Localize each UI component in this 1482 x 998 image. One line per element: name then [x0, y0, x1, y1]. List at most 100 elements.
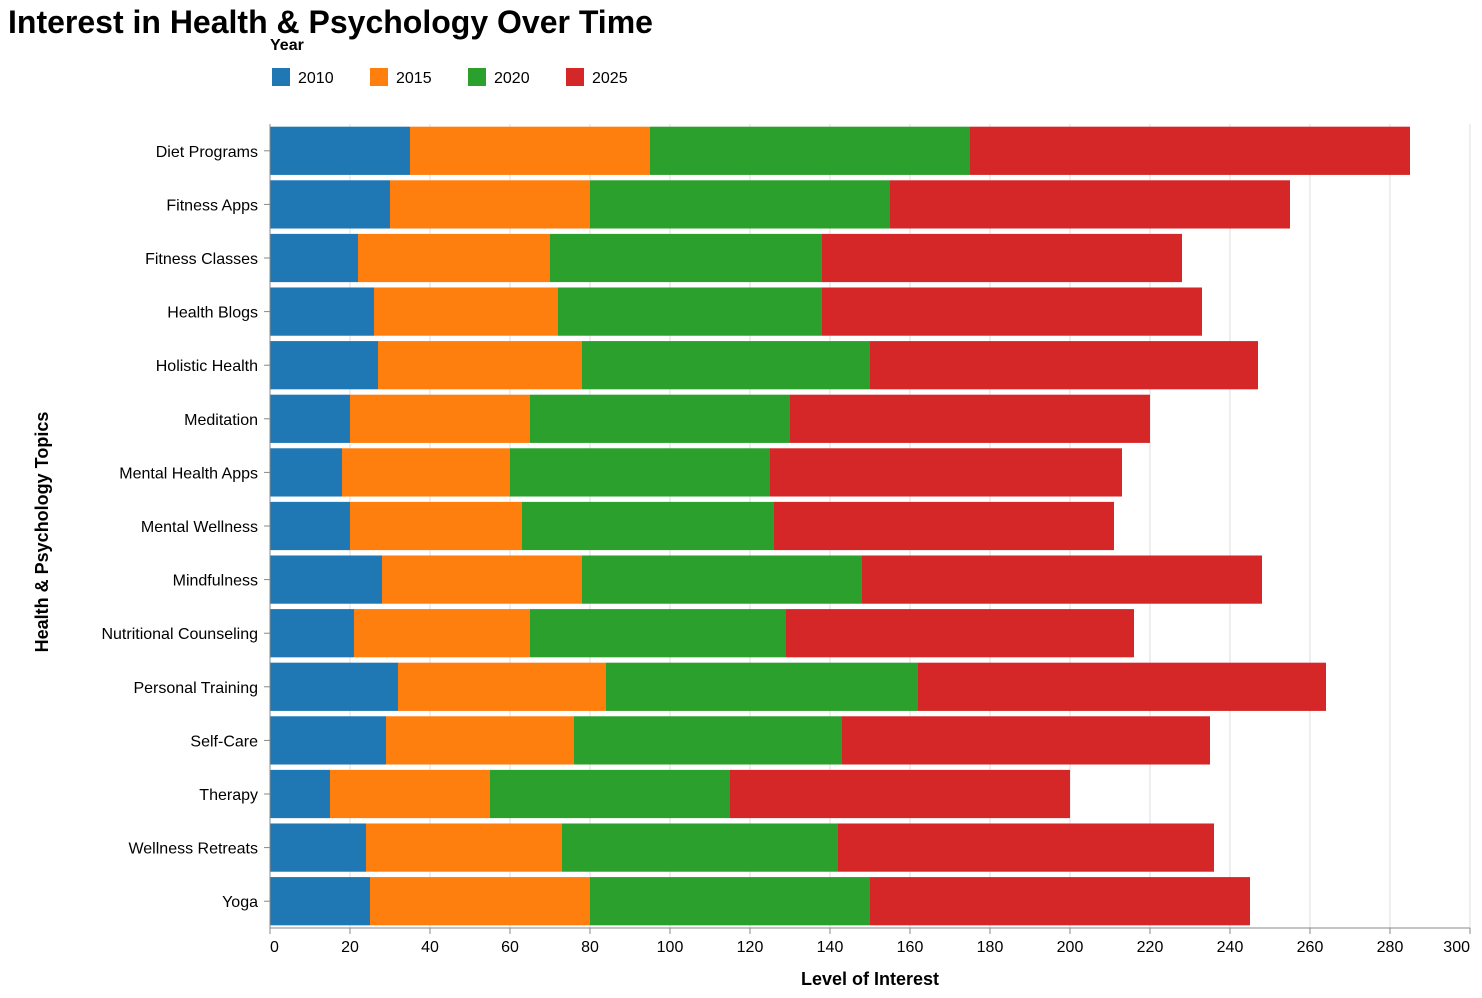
x-axis-title: Level of Interest	[801, 969, 939, 989]
y-tick-label: Mental Health Apps	[119, 465, 258, 482]
y-tick-label: Yoga	[222, 894, 258, 911]
bar-segment	[342, 448, 510, 497]
bar-segment	[862, 555, 1262, 604]
legend: Year 2010 2015 2020 2025	[270, 37, 628, 87]
bar-segment	[270, 769, 330, 819]
bar-segment	[390, 180, 590, 229]
x-tick-label: 60	[501, 939, 519, 956]
x-tick-label: 240	[1217, 939, 1244, 956]
bar-segment	[510, 448, 770, 497]
x-tick-label: 0	[270, 939, 279, 956]
x-tick-label: 80	[581, 939, 599, 956]
x-axis: 0 20 40 60 80 100 120 140 160 180 200 220 240 260 280 3…	[269, 927, 1471, 956]
y-tick-label: Diet Programs	[156, 144, 258, 161]
x-tick-label: 300	[1443, 939, 1470, 956]
y-tick-label: Nutritional Counseling	[101, 626, 258, 643]
bar-segment	[530, 609, 786, 658]
bar-segment	[270, 180, 390, 229]
y-axis-title: Health & Psychology Topics	[32, 412, 52, 653]
y-tick-label: Health Blogs	[167, 305, 258, 322]
bar-segment	[270, 609, 354, 658]
bar-segment	[822, 287, 1202, 336]
legend-label: 2015	[396, 70, 432, 87]
y-tick-label: Wellness Retreats	[128, 841, 258, 858]
legend-label: 2020	[494, 70, 530, 87]
bar-segment	[838, 823, 1214, 872]
bar-segment	[270, 823, 366, 872]
legend-swatch	[370, 68, 388, 86]
bar-segment	[650, 126, 970, 175]
legend-label: 2010	[298, 70, 334, 87]
x-tick-label: 160	[897, 939, 924, 956]
bars	[270, 126, 1410, 926]
bar-segment	[270, 877, 370, 926]
bar-segment	[378, 341, 582, 390]
x-tick-label: 40	[421, 939, 439, 956]
bar-segment	[558, 287, 822, 336]
y-tick-label: Mental Wellness	[141, 519, 258, 536]
bar-segment	[270, 341, 378, 390]
y-axis: Diet Programs Fitness Apps Fitness Classes…	[101, 124, 271, 928]
bar-segment	[350, 394, 530, 443]
x-tick-label: 280	[1377, 939, 1404, 956]
x-tick-label: 260	[1297, 939, 1324, 956]
bar-segment	[350, 501, 522, 551]
chart-title: Interest in Health & Psychology Over Tim…	[8, 4, 653, 40]
bar-segment	[770, 448, 1122, 497]
x-tick-label: 100	[657, 939, 684, 956]
bar-segment	[918, 662, 1326, 711]
bar-segment	[790, 394, 1150, 443]
y-tick-label: Fitness Classes	[145, 251, 258, 268]
bar-segment	[270, 448, 342, 497]
legend-swatch	[468, 68, 486, 86]
bar-segment	[606, 662, 918, 711]
bar-segment	[386, 716, 574, 765]
bar-segment	[330, 769, 490, 819]
y-tick-label: Personal Training	[133, 680, 258, 697]
bar-segment	[270, 662, 398, 711]
legend-title: Year	[270, 37, 304, 54]
bar-segment	[774, 501, 1114, 551]
bar-segment	[358, 233, 550, 283]
x-tick-label: 220	[1137, 939, 1164, 956]
bar-segment	[842, 716, 1210, 765]
bar-segment	[270, 555, 382, 604]
bar-segment	[822, 233, 1182, 283]
bar-segment	[270, 126, 410, 175]
x-tick-label: 20	[341, 939, 359, 956]
y-tick-label: Fitness Apps	[166, 197, 258, 214]
bar-segment	[270, 287, 374, 336]
bar-segment	[490, 769, 730, 819]
bar-segment	[582, 555, 862, 604]
bar-segment	[270, 394, 350, 443]
bar-segment	[890, 180, 1290, 229]
bar-segment	[582, 341, 870, 390]
y-tick-label: Therapy	[199, 787, 258, 804]
legend-swatch	[272, 68, 290, 86]
x-tick-label: 120	[737, 939, 764, 956]
y-tick-label: Holistic Health	[156, 358, 258, 375]
x-tick-label: 180	[977, 939, 1004, 956]
bar-segment	[970, 126, 1410, 175]
bar-segment	[730, 769, 1070, 819]
bar-segment	[410, 126, 650, 175]
bar-segment	[574, 716, 842, 765]
bar-segment	[786, 609, 1134, 658]
bar-segment	[370, 877, 590, 926]
bar-segment	[270, 233, 358, 283]
y-tick-label: Meditation	[184, 412, 258, 429]
y-tick-label: Mindfulness	[173, 573, 258, 590]
bar-segment	[382, 555, 582, 604]
bar-segment	[550, 233, 822, 283]
bar-segment	[590, 877, 870, 926]
bar-segment	[522, 501, 774, 551]
legend-swatch	[566, 68, 584, 86]
legend-label: 2025	[592, 70, 628, 87]
bar-segment	[870, 341, 1258, 390]
bar-segment	[270, 716, 386, 765]
bar-segment	[374, 287, 558, 336]
bar-segment	[366, 823, 562, 872]
bar-segment	[590, 180, 890, 229]
bar-segment	[530, 394, 790, 443]
